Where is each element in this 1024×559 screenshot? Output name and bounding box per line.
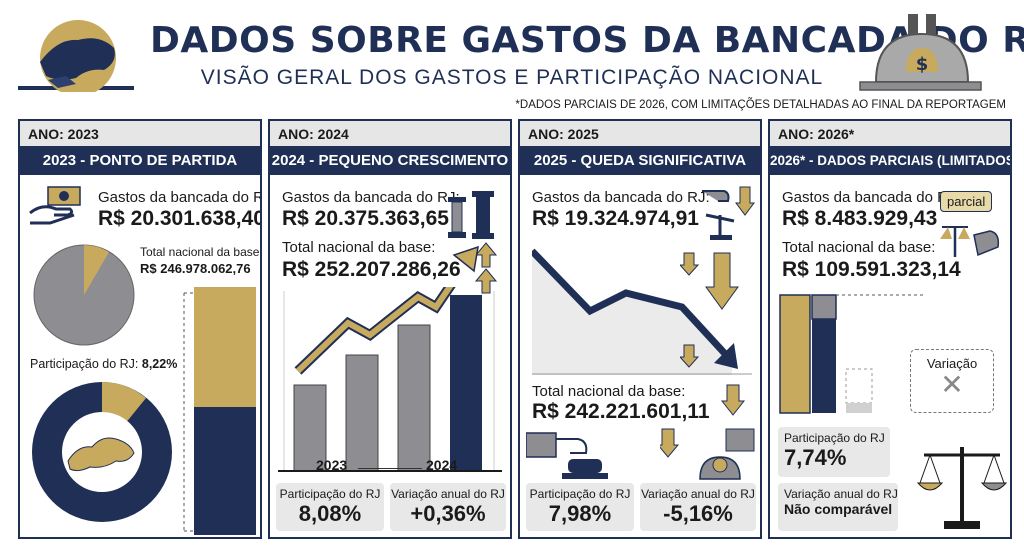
national-value: R$ 242.221.601,11 xyxy=(532,400,710,423)
card-banner: 2025 - QUEDA SIGNIFICATIVA xyxy=(520,147,760,175)
axis-connector xyxy=(358,461,422,469)
variation-box-empty: Variação ✕ xyxy=(910,349,994,413)
national-value: R$ 252.207.286,26 xyxy=(282,258,461,281)
variation-value: Não comparável xyxy=(784,501,893,517)
partial-tag: parcial xyxy=(940,191,993,212)
participation-value: 7,74% xyxy=(784,445,847,470)
participation-value: 7,98% xyxy=(548,501,612,526)
participation-label: Participação do RJ xyxy=(529,487,631,501)
arrow-down-small-icon xyxy=(720,384,746,416)
coin-slot-icon xyxy=(660,428,755,480)
scale-icon xyxy=(940,226,1000,257)
card-2024: ANO: 2024 2024 - PEQUENO CRESCIMENTO Gas… xyxy=(268,119,512,539)
page-subtitle: VISÃO GERAL DOS GASTOS E PARTICIPAÇÃO NA… xyxy=(200,66,824,89)
spend-value: R$ 20.375.363,65 xyxy=(282,207,449,230)
stamp-icon xyxy=(526,432,608,479)
national-label: Total nacional da base: xyxy=(532,383,686,400)
card-banner: 2023 - PONTO DE PARTIDA xyxy=(20,147,260,175)
national-label: Total nacional da base: xyxy=(140,245,262,259)
participation-box: Participação do RJ 7,98% xyxy=(526,483,634,531)
participation-donut xyxy=(32,382,172,522)
spend-label: Gastos da bancada do RJ: xyxy=(532,189,710,206)
close-icon: ✕ xyxy=(940,369,964,400)
variation-box: Variação anual do RJ +0,36% xyxy=(390,483,506,531)
national-value: R$ 109.591.323,14 xyxy=(782,258,961,281)
page-title: DADOS SOBRE GASTOS DA BANCADA DO RJ xyxy=(150,20,1024,61)
growth-bar-chart xyxy=(278,287,502,472)
variation-box: Variação anual do RJ -5,16% xyxy=(640,483,756,531)
card-banner: 2024 - PEQUENO CRESCIMENTO xyxy=(270,147,510,175)
participation-box: Participação do RJ 8,08% xyxy=(276,483,384,531)
participation-box: Participação do RJ 7,74% xyxy=(778,427,890,477)
variation-label: Variação anual do RJ xyxy=(641,487,755,501)
card-2026: ANO: 2026* 2026* - DADOS PARCIAIS (LIMIT… xyxy=(768,119,1012,539)
money-hand-icon xyxy=(29,186,81,225)
stacked-share-bar xyxy=(183,287,256,535)
card-year: ANO: 2026* xyxy=(770,121,1010,147)
spend-label: Gastos da bancada do RJ: xyxy=(98,189,262,206)
growth-arrow-head xyxy=(452,245,479,273)
spend-label: Gastos da bancada do RJ: xyxy=(782,189,960,206)
variation-value: -5,16% xyxy=(663,501,733,526)
variation-label: Variação anual do RJ xyxy=(391,487,505,501)
participation-label: Participação do RJ: xyxy=(30,357,139,371)
participation-value: 8,22% xyxy=(141,357,178,371)
national-label: Total nacional da base: xyxy=(282,239,436,256)
participation-label: Participação do RJ xyxy=(279,487,381,501)
national-value: R$ 246.978.062,76 xyxy=(140,261,251,276)
spend-value: R$ 8.483.929,43 xyxy=(782,207,938,230)
card-banner: 2026* - DADOS PARCIAIS (LIMITADOS) xyxy=(770,147,1010,175)
participation-value: 8,08% xyxy=(298,501,362,526)
variation-label: Variação anual do RJ xyxy=(784,487,898,501)
national-share-pie xyxy=(33,244,135,346)
variation-value: +0,36% xyxy=(410,501,486,526)
rj-map-icon xyxy=(67,437,135,472)
spend-value: R$ 20.301.638,40 xyxy=(98,207,262,230)
axis-label-2024: 2024 xyxy=(426,457,458,473)
balance-scale-icon xyxy=(916,447,1008,529)
card-2023: ANO: 2023 2023 - PONTO DE PARTIDA Gastos… xyxy=(18,119,262,539)
participation-label: Participação do RJ xyxy=(784,431,885,445)
variation-box-label: Variação xyxy=(926,356,978,371)
scale-hand-icon xyxy=(702,186,755,240)
spend-value: R$ 19.324.974,91 xyxy=(532,207,699,230)
card-year: ANO: 2025 xyxy=(520,121,760,147)
national-label: Total nacional da base: xyxy=(782,239,936,256)
card-2025: ANO: 2025 2025 - QUEDA SIGNIFICATIVA Gas… xyxy=(518,119,762,539)
dome-money-icon: $ xyxy=(859,14,982,91)
partial-data-note: *DADOS PARCIAIS DE 2026, COM LIMITAÇÕES … xyxy=(515,99,1006,111)
partial-bars xyxy=(779,294,926,414)
spend-label: Gastos da bancada do RJ: xyxy=(282,189,460,206)
page-header: DADOS SOBRE GASTOS DA BANCADA DO RJ VISÃ… xyxy=(0,0,1024,118)
decline-line-chart xyxy=(532,248,752,375)
svg-text:$: $ xyxy=(916,54,929,75)
rj-coast-logo-icon xyxy=(18,18,134,92)
arrow-up-icon xyxy=(474,242,498,294)
card-year: ANO: 2024 xyxy=(270,121,510,147)
variation-box: Variação anual do RJ Não comparável xyxy=(778,483,898,531)
columns-icon xyxy=(448,191,494,239)
axis-label-2023: 2023 xyxy=(316,457,348,473)
participation-row: Participação do RJ: 8,22% xyxy=(30,357,177,371)
arrow-down-icon xyxy=(680,252,739,368)
card-year: ANO: 2023 xyxy=(20,121,260,147)
